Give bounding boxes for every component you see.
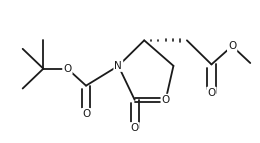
Text: O: O [131, 123, 139, 133]
Text: O: O [161, 95, 170, 105]
Text: O: O [63, 64, 72, 74]
Text: O: O [207, 88, 216, 98]
Text: O: O [82, 109, 90, 119]
Text: N: N [114, 61, 122, 71]
Text: O: O [228, 41, 236, 51]
